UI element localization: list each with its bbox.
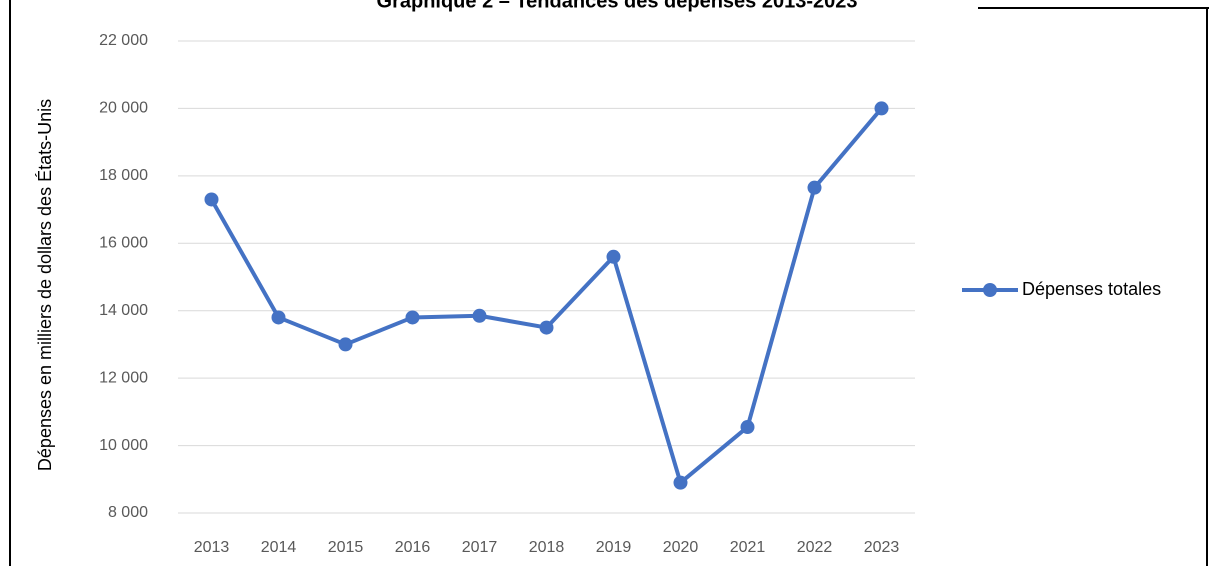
data-point xyxy=(874,101,889,116)
data-point xyxy=(807,180,822,195)
x-tick-label: 2020 xyxy=(663,539,699,556)
y-tick-label: 20 000 xyxy=(99,100,148,117)
y-tick-label: 8 000 xyxy=(108,504,148,521)
series-line xyxy=(209,107,884,485)
x-tick-label: 2016 xyxy=(395,539,431,556)
y-tick-label: 22 000 xyxy=(99,32,148,49)
y-tick-label: 14 000 xyxy=(99,302,148,319)
data-point xyxy=(606,249,621,264)
x-tick-label: 2014 xyxy=(261,539,297,556)
y-tick-label: 12 000 xyxy=(99,369,148,386)
data-point xyxy=(472,308,487,323)
data-point xyxy=(740,420,755,435)
data-point xyxy=(271,310,286,325)
y-axis-label: Dépenses en milliers de dollars des État… xyxy=(35,99,55,471)
x-tick-label: 2023 xyxy=(864,539,900,556)
chart-title: Graphique 2 – Tendances des dépenses 201… xyxy=(377,0,858,12)
y-tick-label: 18 000 xyxy=(99,167,148,184)
x-tick-label: 2019 xyxy=(596,539,632,556)
y-tick-label: 16 000 xyxy=(99,235,148,252)
x-tick-label: 2017 xyxy=(462,539,498,556)
x-tick-label: 2022 xyxy=(797,539,833,556)
data-point xyxy=(204,192,219,207)
legend-label: Dépenses totales xyxy=(1022,279,1161,299)
y-tick-label: 10 000 xyxy=(99,437,148,454)
x-tick-label: 2021 xyxy=(730,539,766,556)
legend-marker xyxy=(983,283,997,297)
x-tick-label: 2015 xyxy=(328,539,364,556)
x-tick-label: 2018 xyxy=(529,539,565,556)
data-point xyxy=(405,310,420,325)
data-point xyxy=(338,337,353,352)
data-point xyxy=(539,320,554,335)
data-point xyxy=(673,475,688,490)
x-tick-label: 2013 xyxy=(194,539,230,556)
